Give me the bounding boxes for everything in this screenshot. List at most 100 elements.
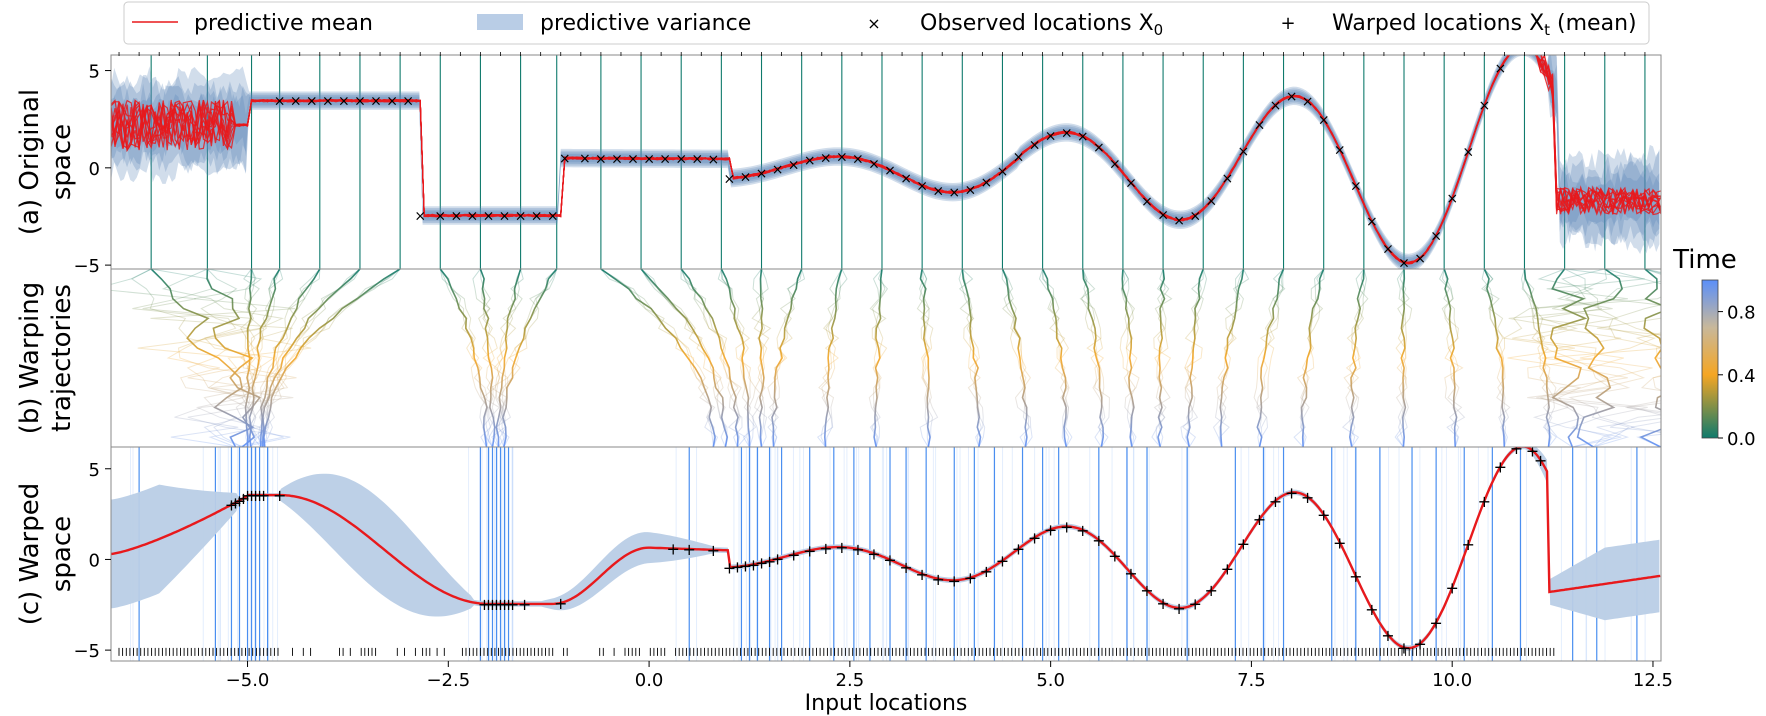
observed-point-78: ×	[1527, 44, 1539, 60]
observed-point-3: ×	[322, 94, 334, 110]
observed-point-51: ×	[1093, 140, 1105, 156]
trajectory-21-3	[1002, 269, 1033, 447]
observed-point-21: ×	[611, 151, 623, 167]
trajectory-15-3	[751, 269, 772, 447]
warped-point-28: +	[763, 552, 776, 571]
trajectory-27-1	[1218, 269, 1244, 447]
trajectory-23-0	[1082, 269, 1105, 447]
mean-sample-9	[111, 55, 1661, 264]
trajectory-23-3	[1079, 269, 1110, 447]
trajectory-36-0	[1576, 269, 1623, 447]
trajectory-22-2	[1041, 269, 1073, 447]
trajectory-21-2	[1002, 269, 1031, 447]
trajectory-26-2	[1182, 269, 1208, 447]
trajectory-8-2	[479, 269, 496, 447]
warped-point-8: +	[257, 486, 270, 505]
trajectory-8-3	[472, 269, 501, 447]
yc-tick-label-1: 0	[89, 550, 100, 571]
trajectory-24-3	[1119, 269, 1140, 447]
panel-original-space: × × × × × × × × ×× × × × × × × × ×× × × × × × × × × ×× × × × × × × × × × × ×…	[111, 44, 1661, 271]
warped-point-57: +	[1221, 560, 1234, 579]
warped-point-76: +	[1526, 441, 1539, 460]
observed-point-11: ×	[450, 209, 462, 225]
variance-band-a-0	[111, 55, 1660, 268]
trajectory-26-1	[1184, 269, 1204, 447]
observed-point-58: ×	[1205, 194, 1217, 210]
warped-point-21: +	[683, 540, 696, 559]
trajectory-29-1	[1300, 269, 1325, 447]
trajectory-26-0	[1186, 269, 1204, 447]
warped-point-47: +	[1060, 517, 1073, 536]
trajectory-17-2	[821, 269, 848, 447]
trajectory-13-1	[680, 269, 741, 447]
panel-a-ylabel-line2: space	[47, 124, 77, 200]
panel-c-ylabel-line1: (c) Warped	[15, 483, 45, 626]
warped-point-51: +	[1124, 564, 1137, 583]
panel-c-ylabel-line2: space	[47, 516, 77, 592]
panel-c-frame	[110, 446, 1662, 662]
observed-point-75: ×	[1478, 98, 1490, 114]
trajectory-20-1	[961, 269, 982, 447]
trajectory-36-3	[1527, 269, 1661, 447]
trajectory-15-2	[753, 269, 770, 447]
warped-point-17: +	[506, 595, 519, 614]
observed-point-4: ×	[338, 94, 350, 110]
x-tick-label-3: 2.5	[836, 670, 865, 691]
trajectory-14-2	[717, 269, 757, 447]
mean-sample-4	[111, 55, 1661, 264]
observed-point-40: ×	[916, 178, 928, 194]
panel-a-ylabel-line1: (a) Original	[15, 89, 45, 235]
predictive-mean-line	[111, 447, 1661, 650]
trajectory-5-3	[262, 269, 361, 447]
trajectory-31-0	[1400, 269, 1407, 447]
warped-point-40: +	[948, 571, 961, 590]
trajectory-16-2	[767, 269, 803, 447]
trajectory-1-2	[161, 269, 291, 447]
mean-sample-6	[111, 55, 1661, 264]
observed-point-29: ×	[740, 169, 752, 185]
trajectory-19-1	[920, 269, 934, 447]
warped-point-37: +	[899, 558, 912, 577]
mean-sample-7	[111, 55, 1661, 264]
panel-warping-trajectories	[111, 269, 1661, 447]
observed-point-64: ×	[1302, 94, 1314, 110]
observed-point-37: ×	[868, 156, 880, 172]
warped-point-67: +	[1381, 626, 1394, 645]
observed-point-70: ×	[1398, 255, 1410, 271]
trajectory-12-3	[640, 269, 728, 447]
mean-sample-5	[111, 55, 1661, 265]
trajectory-8-1	[479, 269, 496, 447]
legend-variance-swatch	[477, 14, 523, 30]
trajectory-4-2	[258, 269, 321, 447]
observed-point-66: ×	[1334, 142, 1346, 158]
warped-point-72: +	[1462, 535, 1475, 554]
warped-point-39: +	[931, 570, 944, 589]
trajectory-7-3	[439, 269, 492, 447]
warped-point-63: +	[1317, 505, 1330, 524]
warped-point-56: +	[1205, 581, 1218, 600]
observed-point-9: ×	[414, 209, 426, 225]
warped-point-44: +	[1012, 540, 1025, 559]
warped-point-73: +	[1478, 492, 1491, 511]
legend-warped-label: Warped locations Xt (mean)	[1332, 11, 1637, 39]
trajectory-29-2	[1300, 269, 1325, 447]
observed-point-15: ×	[515, 209, 527, 225]
trajectory-30-1	[1348, 269, 1366, 447]
warped-point-1: +	[229, 494, 242, 513]
trajectory-11-2	[600, 269, 716, 447]
observed-point-65: ×	[1318, 113, 1330, 129]
colorbar: Time 0.0 0.4 0.8	[1672, 245, 1755, 450]
observed-point-30: ×	[756, 166, 768, 182]
trajectory-33-3	[1481, 269, 1507, 447]
warped-point-16: +	[502, 595, 515, 614]
trajectory-16-1	[772, 269, 803, 447]
trajectory-17-0	[823, 269, 843, 447]
trajectory-26-3	[1180, 269, 1204, 447]
panel-b-frame	[110, 268, 1662, 448]
warped-point-71: +	[1445, 578, 1458, 597]
observed-point-22: ×	[627, 151, 639, 167]
trajectory-37-0	[1639, 269, 1661, 447]
warped-point-25: +	[739, 557, 752, 576]
warped-point-10: +	[478, 595, 491, 614]
